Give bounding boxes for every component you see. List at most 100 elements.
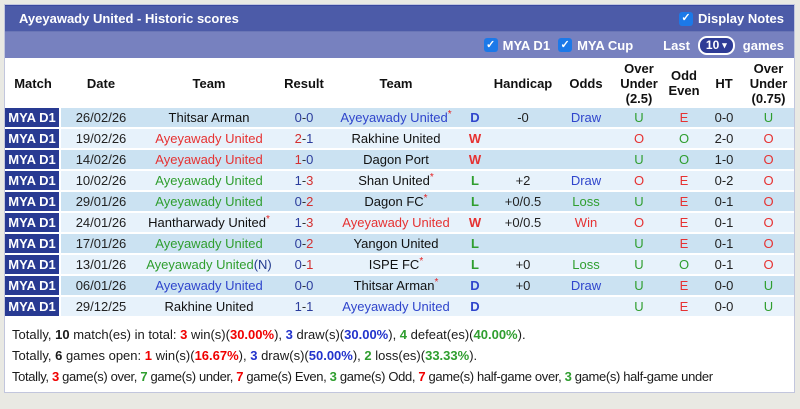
odd-even-cell: O [663,150,705,171]
team-link[interactable]: Thitsar Arman [353,278,435,293]
odd-even-cell: O [663,129,705,150]
col-header-handicap: Handicap [489,58,557,108]
col-header-oddEven: Odd Even [663,58,705,108]
over-under-letter: U [634,257,644,272]
team-link[interactable]: ISPE FC [368,257,420,272]
team-link[interactable]: Dagon Port [363,152,429,167]
col-header-line: HT [715,75,733,91]
team-link[interactable]: Dagon FC [364,194,424,209]
home-score: 2 [294,131,302,146]
league-filter-mya-d1[interactable]: ✓ MYA D1 [483,38,550,53]
team-link[interactable]: Ayeyawady United [155,278,263,293]
col-header-line: Even [668,83,700,98]
wdl-cell: D [461,297,489,318]
handicap-cell: +0/0.5 [489,192,557,213]
home-score: 1 [294,152,302,167]
date-cell: 24/01/26 [61,213,141,234]
wdl-letter: D [470,278,480,293]
over-under-letter: O [763,236,774,251]
over-under-letter: U [634,152,644,167]
league-badge-cell: MYA D1 [5,234,61,255]
team-link[interactable]: Yangon United [353,236,439,251]
chevron-down-icon: ▾ [722,39,727,50]
league-badge-cell: MYA D1 [5,213,61,234]
team-link[interactable]: Ayeyawady United [155,152,263,167]
last-games-select[interactable]: 10 ▾ [697,35,735,55]
team-link[interactable]: Thitsar Arman [168,110,250,125]
summary-segment: Totally, [12,327,56,342]
odds-cell: Draw [557,276,615,297]
over-under-letter: O [763,257,774,272]
odds-cell [557,150,615,171]
col-header-match: Match [5,58,61,108]
away-team-cell: Shan United* [331,171,461,192]
team-link[interactable]: Ayeyawady United [155,173,263,188]
away-team-cell: Ayeyawady United [331,213,461,234]
summary-segment: game(s) Odd, [336,369,419,384]
home-score: 0 [294,257,302,272]
col-header-line: Odd [671,68,697,83]
team-link[interactable]: Rakhine United [164,299,254,314]
score-separator: - [301,110,307,125]
date-cell: 17/01/26 [61,234,141,255]
team-link[interactable]: Ayeyawady United [155,131,263,146]
league-badge: MYA D1 [8,215,56,230]
over-under-075-cell: O [743,129,794,150]
over-under-letter: U [634,110,644,125]
summary-line: Totally, 3 game(s) over, 7 game(s) under… [12,366,787,387]
league-badge: MYA D1 [8,236,56,251]
league-badge-cell: MYA D1 [5,255,61,276]
handicap-cell: +0 [489,255,557,276]
league-badge: MYA D1 [8,152,56,167]
team-link[interactable]: Shan United [358,173,430,188]
league-badge: MYA D1 [8,299,56,314]
display-notes-toggle[interactable]: ✓ Display Notes [679,11,784,26]
summary-segment: 1 [144,348,152,363]
result-cell: 0-0 [277,276,331,297]
summary-segment: games open: [62,348,145,363]
away-team-cell: Thitsar Arman* [331,276,461,297]
team-link[interactable]: Ayeyawady United [342,299,450,314]
summary-segment: game(s) half-game over, [425,369,565,384]
summary-segment: 3 [180,327,188,342]
wdl-letter: L [471,257,479,272]
team-link[interactable]: Ayeyawady United [155,194,263,209]
over-under-letter: U [634,278,644,293]
display-notes-checkbox[interactable]: ✓ [679,11,694,26]
mya-cup-checkbox[interactable]: ✓ [558,38,573,52]
table-row: MYA D1 06/01/26 Ayeyawady United 0-0 Thitsar… [5,276,794,297]
team-link[interactable]: Ayeyawady United [340,110,448,125]
col-header-date: Date [61,58,141,108]
col-header-line: Under [620,75,658,91]
home-score: 0 [294,278,302,293]
col-header-home: Team [141,58,277,108]
league-filter-mya-cup[interactable]: ✓ MYA Cup [558,38,633,53]
wdl-cell: L [461,234,489,255]
table-row: MYA D1 19/02/26 Ayeyawady United 2-1 Rakhine… [5,129,794,150]
summary-segment: 6 [55,348,63,363]
wdl-cell: D [461,276,489,297]
team-link[interactable]: Ayeyawady United [342,215,450,230]
wdl-cell: W [461,129,489,150]
team-link[interactable]: Ayeyawady United [146,257,254,272]
table-row: MYA D1 29/12/25 Rakhine United 1-1 Ayeyawady… [5,297,794,318]
team-link[interactable]: Rakhine United [351,131,441,146]
mya-d1-checkbox[interactable]: ✓ [483,38,498,52]
team-link[interactable]: Ayeyawady United [155,236,263,251]
over-under-letter: O [763,194,774,209]
score-separator: - [301,299,307,314]
odd-even-letter: E [679,215,689,230]
league-badge-cell: MYA D1 [5,276,61,297]
team-link[interactable]: Hantharwady United [148,215,266,230]
league-badge: MYA D1 [8,194,56,209]
handicap-cell: +0/0.5 [489,213,557,234]
odds-cell: Loss [557,255,615,276]
away-score: 1 [306,131,314,146]
display-notes-label: Display Notes [698,11,784,26]
over-under-075-cell: O [743,192,794,213]
games-label: games [742,37,784,53]
table-row: MYA D1 24/01/26 Hantharwady United* 1-3 Ayey… [5,213,794,234]
summary-segment: ), [238,348,251,363]
filter-bar: ✓ MYA D1 ✓ MYA Cup Last 10 ▾ games [5,32,794,58]
summary-segment: ). [517,327,526,342]
